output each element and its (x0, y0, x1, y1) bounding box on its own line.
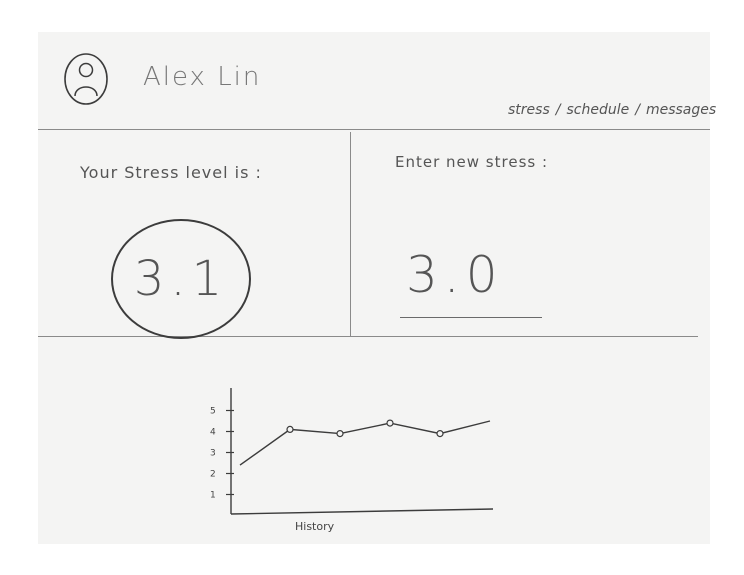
nav-link-messages[interactable]: messages (645, 102, 717, 118)
y-tick-label: 5 (210, 407, 216, 417)
current-stress-label: Your Stress level is : (80, 163, 262, 182)
history-line (239, 420, 491, 466)
x-axis-label: History (295, 520, 335, 533)
top-nav: stress / schedule / messages (508, 102, 716, 118)
user-avatar-icon[interactable] (63, 52, 109, 106)
y-tick-label: 1 (210, 491, 216, 501)
nav-link-stress[interactable]: stress (508, 102, 550, 118)
history-point (286, 425, 294, 434)
current-stress-value: 3.1 (133, 251, 229, 307)
nav-separator: / (635, 102, 640, 118)
y-tick-label: 3 (210, 449, 216, 459)
nav-link-schedule[interactable]: schedule (566, 102, 630, 118)
y-tick-label: 2 (210, 470, 216, 480)
nav-separator: / (555, 102, 561, 118)
history-chart: 1 2 3 4 5 History (210, 388, 494, 533)
new-stress-label: Enter new stress : (395, 153, 549, 171)
header-divider (38, 129, 710, 130)
y-tick-label: 4 (210, 428, 216, 438)
history-point (386, 419, 394, 427)
new-stress-input[interactable] (400, 232, 542, 318)
current-stress-badge: 3.1 (111, 219, 251, 339)
history-point (336, 429, 344, 438)
x-axis (230, 508, 494, 515)
section-divider (38, 336, 698, 337)
user-name: Alex Lin (143, 62, 262, 92)
history-point (436, 429, 444, 438)
panel-divider (350, 132, 351, 336)
